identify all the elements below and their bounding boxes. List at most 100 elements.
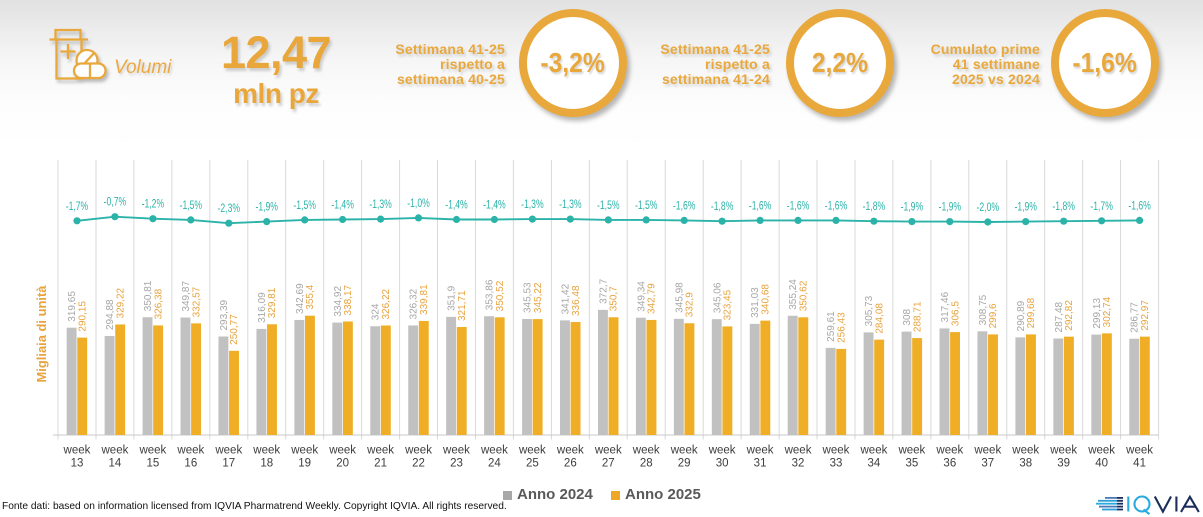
svg-text:350,52: 350,52 — [495, 280, 506, 311]
svg-text:17: 17 — [222, 458, 235, 470]
svg-text:week: week — [973, 445, 1001, 457]
svg-text:293,39: 293,39 — [219, 299, 230, 330]
svg-text:336,48: 336,48 — [571, 285, 582, 316]
svg-text:332,9: 332,9 — [685, 292, 696, 317]
svg-text:21: 21 — [374, 458, 387, 470]
svg-text:39: 39 — [1057, 458, 1070, 470]
svg-text:week: week — [138, 445, 166, 457]
svg-text:30: 30 — [716, 458, 729, 470]
svg-text:317,46: 317,46 — [940, 291, 951, 322]
svg-text:week: week — [594, 445, 622, 457]
svg-text:316,09: 316,09 — [257, 292, 268, 323]
svg-text:-1,7%: -1,7% — [66, 199, 89, 213]
svg-text:286,77: 286,77 — [1130, 302, 1141, 333]
svg-text:306,5: 306,5 — [950, 301, 961, 326]
svg-text:week: week — [1011, 445, 1039, 457]
svg-text:341,42: 341,42 — [560, 283, 571, 314]
svg-text:345,06: 345,06 — [712, 282, 723, 313]
svg-text:-1,8%: -1,8% — [863, 199, 886, 213]
svg-text:-1,5%: -1,5% — [293, 198, 316, 212]
svg-text:-1,0%: -1,0% — [407, 196, 430, 210]
svg-text:329,81: 329,81 — [267, 287, 278, 318]
svg-text:342,69: 342,69 — [295, 283, 306, 314]
svg-text:16: 16 — [184, 458, 197, 470]
svg-text:326,22: 326,22 — [381, 288, 392, 319]
svg-text:34: 34 — [868, 458, 881, 470]
svg-text:week: week — [897, 445, 925, 457]
svg-text:-1,8%: -1,8% — [1052, 199, 1075, 213]
svg-text:355,4: 355,4 — [305, 284, 316, 309]
svg-text:week: week — [101, 445, 129, 457]
svg-text:-1,4%: -1,4% — [445, 198, 468, 212]
svg-text:345,98: 345,98 — [674, 282, 685, 313]
svg-text:290,89: 290,89 — [1016, 300, 1027, 331]
svg-text:week: week — [935, 445, 963, 457]
svg-text:29: 29 — [678, 458, 691, 470]
svg-text:25: 25 — [526, 458, 539, 470]
svg-text:326,32: 326,32 — [409, 288, 420, 319]
svg-text:287,48: 287,48 — [1054, 301, 1065, 332]
svg-text:week: week — [822, 445, 850, 457]
svg-text:week: week — [556, 445, 584, 457]
svg-text:-1,4%: -1,4% — [483, 198, 506, 212]
svg-text:37: 37 — [981, 458, 994, 470]
svg-text:-1,8%: -1,8% — [711, 199, 734, 213]
svg-text:week: week — [366, 445, 394, 457]
svg-text:338,17: 338,17 — [343, 284, 354, 315]
svg-text:22: 22 — [412, 458, 425, 470]
svg-text:-1,3%: -1,3% — [559, 197, 582, 211]
svg-text:-1,9%: -1,9% — [1014, 200, 1037, 214]
svg-text:week: week — [670, 445, 698, 457]
svg-text:24: 24 — [488, 458, 501, 470]
svg-text:299,13: 299,13 — [1092, 298, 1103, 329]
svg-text:-1,5%: -1,5% — [180, 198, 203, 212]
svg-text:305,73: 305,73 — [864, 295, 875, 326]
svg-text:-0,7%: -0,7% — [104, 195, 127, 209]
svg-text:28: 28 — [640, 458, 653, 470]
svg-text:Migliaia di unità: Migliaia di unità — [34, 285, 49, 383]
svg-text:355,24: 355,24 — [788, 279, 799, 310]
svg-text:350,7: 350,7 — [609, 286, 620, 311]
svg-text:345,22: 345,22 — [533, 282, 544, 313]
svg-text:-1,3%: -1,3% — [521, 197, 544, 211]
svg-text:week: week — [784, 445, 812, 457]
svg-text:week: week — [480, 445, 508, 457]
svg-text:331,03: 331,03 — [750, 287, 761, 318]
svg-text:-1,6%: -1,6% — [1128, 198, 1151, 212]
svg-text:321,71: 321,71 — [457, 290, 468, 321]
svg-text:40: 40 — [1095, 458, 1108, 470]
svg-text:-1,2%: -1,2% — [142, 197, 165, 211]
svg-text:302,74: 302,74 — [1102, 296, 1113, 327]
svg-text:33: 33 — [830, 458, 843, 470]
svg-text:284,08: 284,08 — [874, 303, 885, 334]
svg-text:19: 19 — [298, 458, 311, 470]
svg-text:week: week — [442, 445, 470, 457]
svg-text:334,92: 334,92 — [333, 286, 344, 317]
svg-text:31: 31 — [754, 458, 767, 470]
svg-text:week: week — [252, 445, 280, 457]
svg-text:-1,3%: -1,3% — [369, 197, 392, 211]
svg-text:-1,6%: -1,6% — [825, 198, 848, 212]
svg-text:329,22: 329,22 — [115, 287, 126, 318]
svg-text:332,57: 332,57 — [191, 286, 202, 317]
svg-text:week: week — [1049, 445, 1077, 457]
svg-text:350,62: 350,62 — [798, 280, 809, 311]
svg-text:week: week — [1125, 445, 1153, 457]
svg-text:week: week — [708, 445, 736, 457]
svg-text:-1,6%: -1,6% — [787, 198, 810, 212]
svg-text:353,86: 353,86 — [485, 279, 496, 310]
svg-text:250,77: 250,77 — [229, 314, 240, 345]
svg-text:week: week — [746, 445, 774, 457]
svg-text:292,97: 292,97 — [1140, 300, 1151, 331]
svg-text:13: 13 — [71, 458, 84, 470]
svg-text:-2,3%: -2,3% — [218, 201, 241, 215]
svg-text:week: week — [518, 445, 546, 457]
svg-text:38: 38 — [1019, 458, 1032, 470]
svg-text:-1,9%: -1,9% — [901, 200, 924, 214]
svg-text:week: week — [1087, 445, 1115, 457]
svg-text:week: week — [632, 445, 660, 457]
svg-text:20: 20 — [336, 458, 349, 470]
svg-text:-1,7%: -1,7% — [1090, 199, 1113, 213]
svg-text:week: week — [860, 445, 888, 457]
svg-text:340,68: 340,68 — [761, 284, 772, 315]
